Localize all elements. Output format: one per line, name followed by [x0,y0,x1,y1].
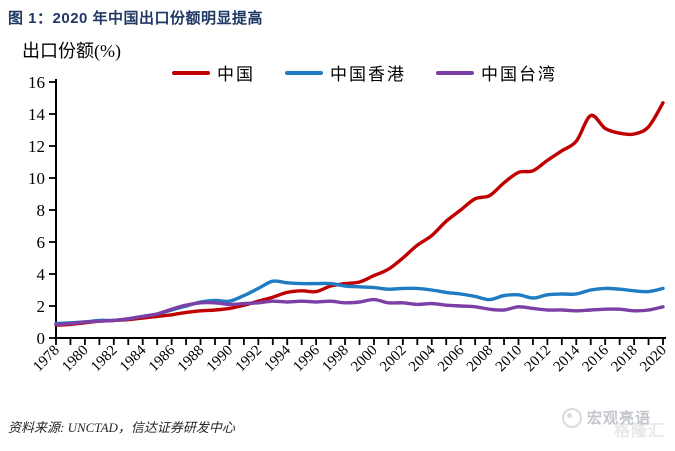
source-note: 资料来源: UNCTAD，信达证券研发中心 [8,420,235,435]
svg-text:2014: 2014 [551,342,584,375]
svg-text:1984: 1984 [117,342,150,375]
brand-logo-icon [561,407,582,428]
svg-text:16: 16 [28,73,45,92]
gelonghui-watermark: 格隆汇 [613,423,665,440]
svg-text:2010: 2010 [493,343,526,376]
svg-text:1994: 1994 [262,342,295,375]
svg-text:2018: 2018 [608,343,641,376]
svg-text:2012: 2012 [522,343,555,376]
svg-text:1982: 1982 [88,343,121,376]
legend-item-taiwan: 中国台湾 [436,60,557,85]
svg-text:2020: 2020 [637,343,670,376]
legend-item-china: 中国 [172,60,255,85]
svg-text:2016: 2016 [579,342,612,375]
svg-text:14: 14 [28,105,46,124]
svg-text:1992: 1992 [233,343,266,376]
svg-text:10: 10 [28,169,45,188]
svg-text:0: 0 [37,329,46,348]
legend-label-china: 中国 [217,65,255,84]
svg-text:6: 6 [37,233,46,252]
svg-text:1978: 1978 [30,343,63,376]
brand-watermark-text: 宏观亮语 [586,410,651,427]
svg-text:8: 8 [37,201,46,220]
taiwan-line-swatch-icon [436,70,474,75]
brand-watermark: 宏观亮语 [561,407,651,428]
svg-text:1990: 1990 [204,343,237,376]
china-line-swatch-icon [172,70,210,75]
legend: 中国 中国香港 中国台湾 [172,60,557,85]
svg-text:1988: 1988 [175,343,208,376]
svg-text:1986: 1986 [146,342,179,375]
svg-text:2000: 2000 [348,343,381,376]
figure-title: 图 1：2020 年中国出口份额明显提高 [8,10,264,27]
svg-text:2: 2 [37,297,46,316]
svg-text:1980: 1980 [59,343,92,376]
svg-text:2008: 2008 [464,343,497,376]
svg-text:1996: 1996 [290,342,323,375]
svg-text:2006: 2006 [435,342,468,375]
svg-text:4: 4 [37,265,46,284]
svg-text:12: 12 [28,137,45,156]
legend-item-hongkong: 中国香港 [285,60,406,85]
hongkong-line-swatch-icon [285,70,323,75]
legend-label-hongkong: 中国香港 [330,65,406,84]
svg-text:2004: 2004 [406,342,439,375]
svg-text:1998: 1998 [319,343,352,376]
y-axis-unit-label: 出口份额(%) [22,41,121,61]
legend-label-taiwan: 中国台湾 [481,65,557,84]
svg-text:2002: 2002 [377,343,410,376]
watermark: 格隆汇 宏观亮语 [545,407,665,441]
